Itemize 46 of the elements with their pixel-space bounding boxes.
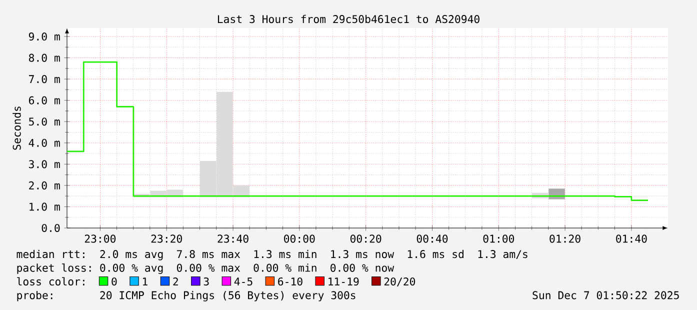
- text: 7.8 ms max: [177, 250, 240, 258]
- x-tick-label: 00:00: [284, 234, 315, 243]
- text: Sun Dec 7 01:50:22 2025: [532, 291, 679, 300]
- y-tick-label: 1.0 m: [30, 202, 60, 211]
- x-tick-label: 01:00: [483, 234, 514, 243]
- text: 20 ICMP Echo Pings (56 Bytes) every 300s: [100, 291, 356, 302]
- x-tick-label: 23:00: [84, 234, 116, 243]
- text: 0.00 % max: [176, 264, 240, 272]
- x-tick-label: 00:40: [416, 234, 448, 243]
- y-tick-label: 4.0 m: [28, 138, 60, 147]
- y-tick-label: 3.0 m: [29, 160, 60, 168]
- text: loss color:: [17, 277, 84, 286]
- text: 0.00 % now: [330, 264, 394, 272]
- text: 3: [204, 277, 209, 286]
- text: 6-10: [278, 277, 302, 286]
- bar: [548, 188, 565, 200]
- text: probe:: [17, 291, 52, 302]
- text: 1.3 am/s: [478, 250, 528, 259]
- x-tick-label: 00:20: [350, 234, 382, 243]
- text: 20/20: [384, 277, 416, 286]
- y-tick-label: 6.0 m: [28, 96, 60, 104]
- text: 0: [112, 277, 117, 286]
- text: 2.0 ms avg: [100, 250, 163, 260]
- text: 1.6 ms sd: [408, 250, 464, 258]
- text: 2: [173, 277, 178, 286]
- x-tick-label: 01:40: [616, 234, 647, 243]
- y-tick-label: 5.0 m: [29, 118, 60, 126]
- y-tick-label: 0.0: [42, 224, 60, 232]
- x-tick-label: 23:40: [218, 234, 248, 243]
- text: 0.00 % min: [254, 264, 316, 272]
- y-tick-label: 8.0 m: [28, 54, 60, 62]
- x-tick-label: 01:20: [550, 234, 580, 243]
- chart-title: Last 3 Hours from 29c50b461ec1 to AS20940: [218, 14, 480, 24]
- x-tick-label: 23:20: [151, 234, 182, 243]
- text: 1.3 ms min: [254, 250, 316, 258]
- y-tick-label: 2.0 m: [29, 181, 60, 190]
- text: 0.00 % avg: [100, 264, 163, 274]
- y-axis-title: Seconds: [12, 106, 21, 150]
- text: 11-19: [328, 277, 359, 286]
- text: median rtt:: [16, 250, 84, 258]
- y-tick-label: 7.0 m: [29, 75, 60, 84]
- text: 1: [142, 278, 148, 286]
- text: packet loss:: [17, 264, 91, 274]
- text: 4-5: [234, 278, 252, 286]
- y-tick-label: 9.0 m: [28, 32, 60, 41]
- text: 1.3 ms now: [331, 250, 394, 258]
